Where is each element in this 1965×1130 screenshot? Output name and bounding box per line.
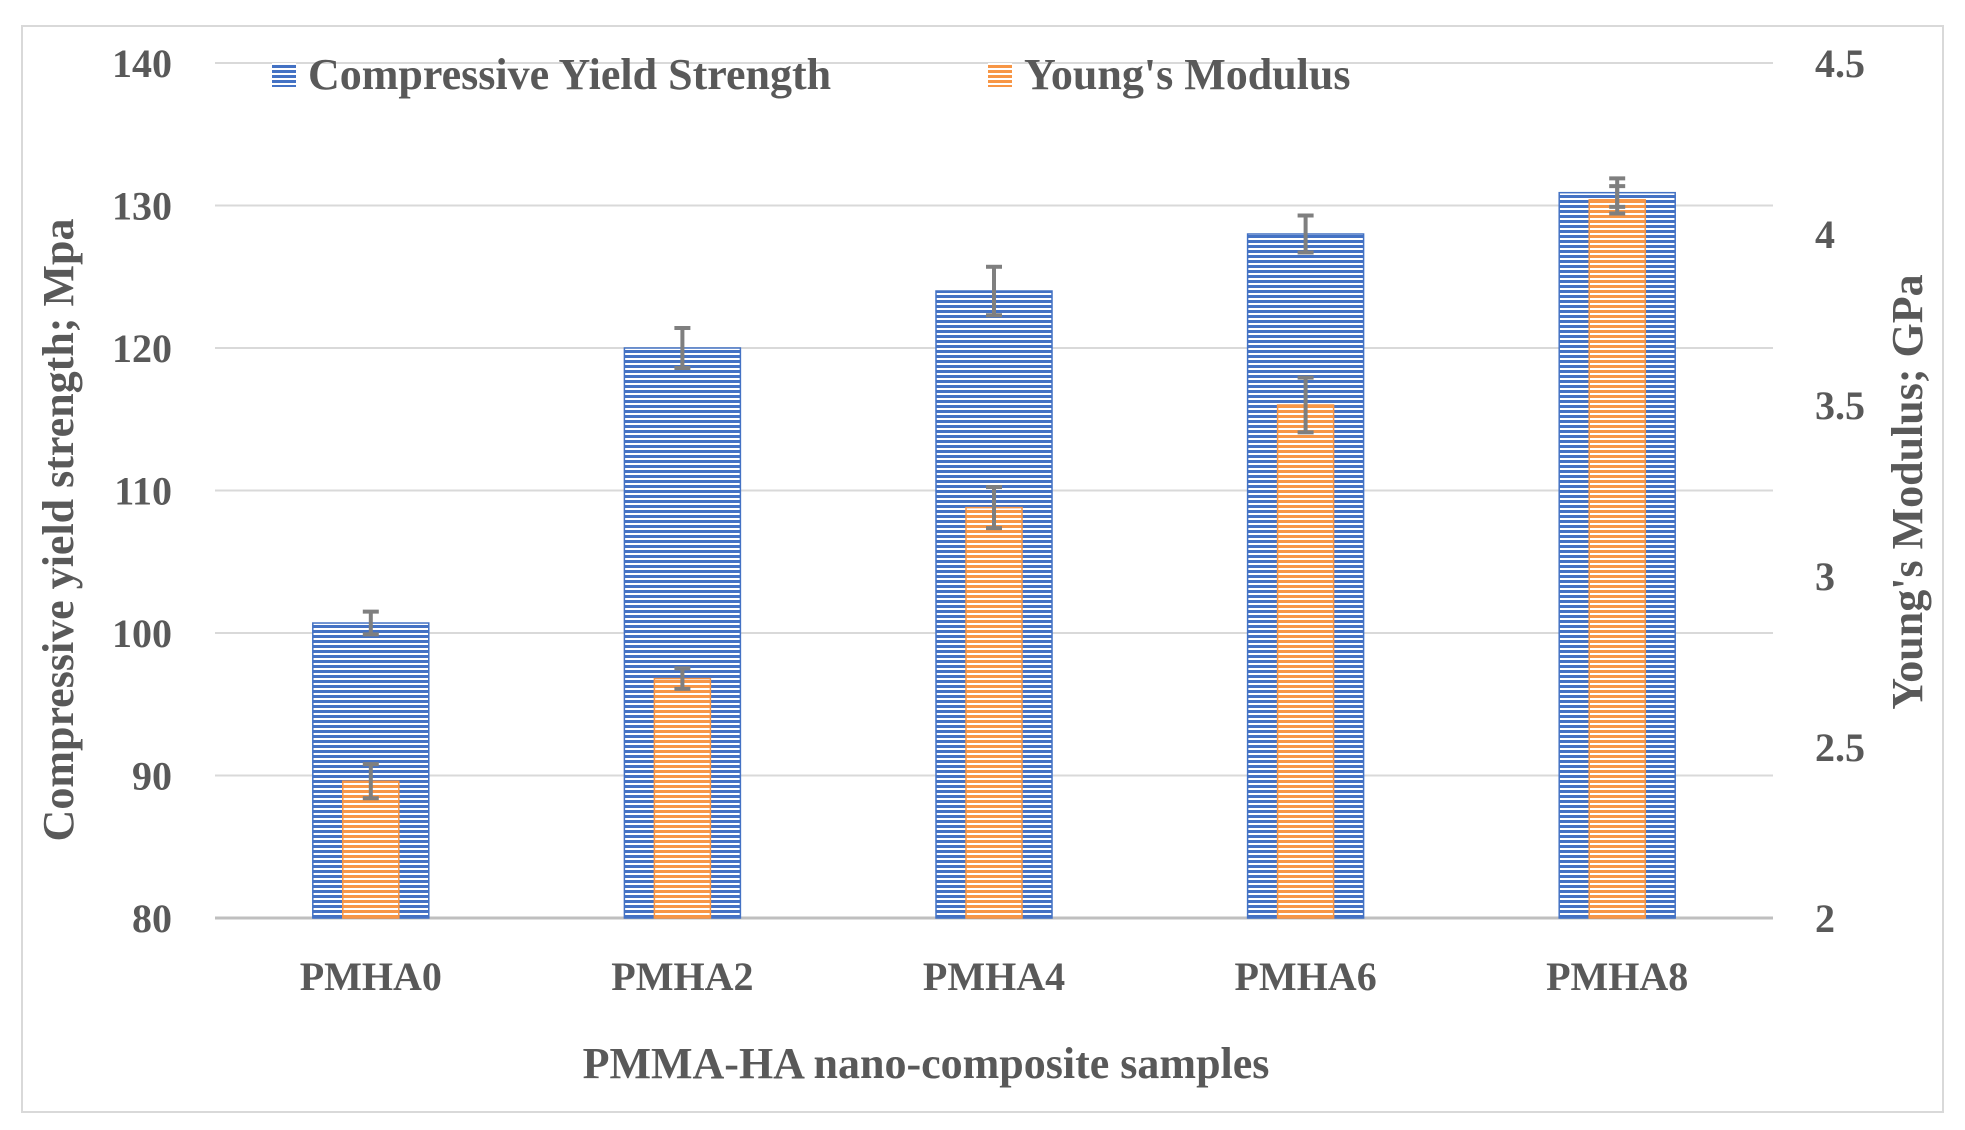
left-tick-label: 120 [112,326,172,371]
right-tick-label: 4.5 [1815,41,1865,86]
x-tick-label: PMHA4 [923,954,1065,999]
error-bar-youngs-pmha6 [1297,375,1314,435]
error-bar-youngs-pmha8 [1609,184,1626,216]
gridlines [215,62,1773,920]
y-axis-title: Compressive yield strength; Mpa [34,219,83,842]
legend: Compressive Yield Strength Young's Modul… [272,50,1350,99]
y2-axis-title: Young's Modulus; GPa [1883,274,1932,709]
bar-youngs-pmha4 [965,506,1023,919]
error-bar-youngs-pmha2 [674,666,691,691]
left-tick-label: 140 [112,41,172,86]
left-tick-label: 130 [112,184,172,229]
right-tick-label: 3.5 [1815,383,1865,428]
x-tick-label: PMHA6 [1235,954,1377,999]
error-bars [362,176,1626,801]
right-tick-label: 3 [1815,554,1835,599]
legend-swatch-compressive [272,63,296,87]
x-tick-label: PMHA0 [300,954,442,999]
bar-youngs-pmha0 [342,780,400,919]
right-axis-ticks: 2 2.5 3 3.5 4 4.5 [1815,41,1865,941]
left-axis-ticks: 80 90 100 110 120 130 140 [112,41,172,941]
error-bar-compressive-pmha2 [674,326,691,370]
left-tick-label: 90 [132,754,172,799]
legend-label-compressive: Compressive Yield Strength [308,50,831,99]
chart-border [21,25,1944,1113]
legend-label-youngs: Young's Modulus [1024,50,1350,99]
bars [312,191,1676,919]
x-tick-label: PMHA2 [611,954,753,999]
x-axis-ticks: PMHA0 PMHA2 PMHA4 PMHA6 PMHA8 [300,954,1689,999]
error-bar-compressive-pmha0 [362,609,379,637]
error-bar-youngs-pmha4 [986,485,1002,531]
bar-youngs-pmha6 [1276,404,1335,919]
x-tick-label: PMHA8 [1546,954,1688,999]
left-tick-label: 80 [132,896,172,941]
x-axis-title: PMMA-HA nano-composite samples [583,1039,1270,1088]
error-bar-compressive-pmha6 [1297,213,1314,255]
error-bar-youngs-pmha0 [362,762,379,801]
right-tick-label: 2.5 [1815,725,1865,770]
right-tick-label: 4 [1815,212,1835,257]
error-bar-compressive-pmha4 [986,264,1002,318]
bar-youngs-pmha2 [653,677,712,919]
left-tick-label: 110 [114,469,172,514]
right-tick-label: 2 [1815,896,1835,941]
bar-youngs-pmha8 [1588,199,1646,919]
legend-swatch-youngs [988,63,1012,87]
left-tick-label: 100 [112,611,172,656]
